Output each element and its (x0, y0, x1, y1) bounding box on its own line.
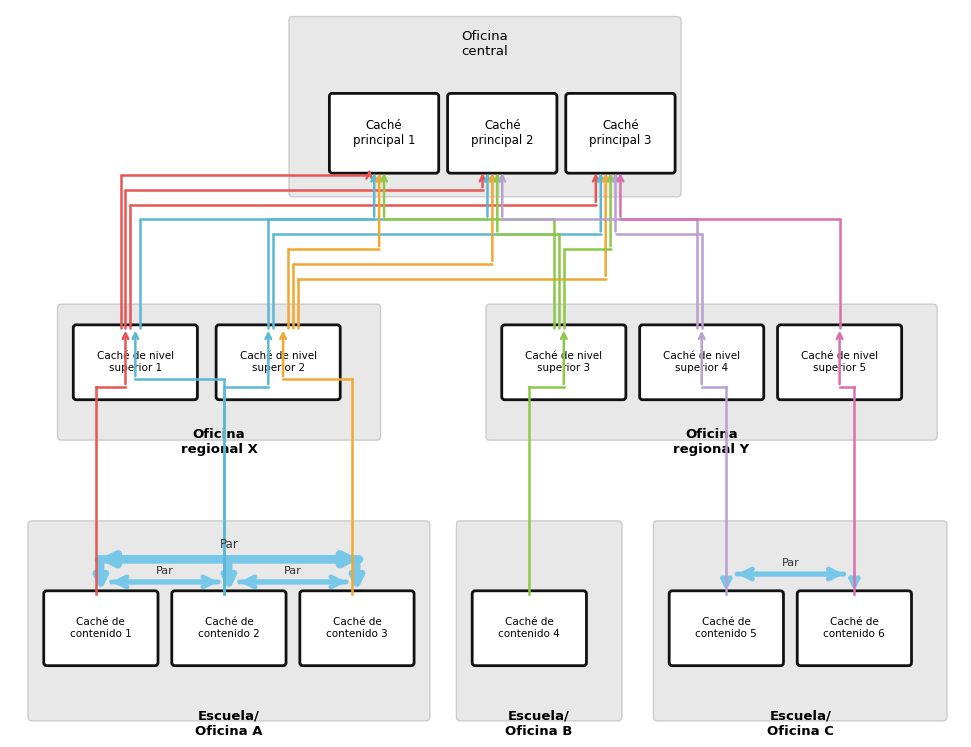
Text: Caché de nivel
superior 5: Caché de nivel superior 5 (801, 352, 878, 373)
FancyBboxPatch shape (456, 521, 621, 721)
FancyBboxPatch shape (669, 591, 784, 666)
Text: Caché
principal 2: Caché principal 2 (471, 120, 533, 147)
Text: Par: Par (285, 566, 302, 576)
Text: Caché de nivel
superior 3: Caché de nivel superior 3 (525, 352, 602, 373)
Text: Caché
principal 1: Caché principal 1 (352, 120, 416, 147)
Text: Caché de
contenido 2: Caché de contenido 2 (198, 618, 260, 639)
FancyBboxPatch shape (300, 591, 414, 666)
FancyBboxPatch shape (172, 591, 286, 666)
Text: Caché de nivel
superior 4: Caché de nivel superior 4 (663, 352, 740, 373)
FancyBboxPatch shape (653, 521, 947, 721)
Text: Oficina
regional X: Oficina regional X (181, 428, 257, 456)
Text: Caché de nivel
superior 1: Caché de nivel superior 1 (97, 352, 174, 373)
FancyBboxPatch shape (797, 591, 912, 666)
FancyBboxPatch shape (289, 16, 681, 196)
FancyBboxPatch shape (778, 325, 902, 400)
Text: Caché de
contenido 6: Caché de contenido 6 (823, 618, 886, 639)
Text: Oficina
central: Oficina central (461, 31, 509, 58)
FancyBboxPatch shape (486, 304, 937, 440)
FancyBboxPatch shape (28, 521, 430, 721)
Text: Caché de nivel
superior 2: Caché de nivel superior 2 (240, 352, 317, 373)
Text: Escuela/
Oficina B: Escuela/ Oficina B (506, 710, 573, 738)
FancyBboxPatch shape (73, 325, 197, 400)
Text: Caché
principal 3: Caché principal 3 (589, 120, 652, 147)
FancyBboxPatch shape (44, 591, 158, 666)
Text: Par: Par (156, 566, 174, 576)
Text: Par: Par (219, 539, 238, 551)
FancyBboxPatch shape (502, 325, 626, 400)
FancyBboxPatch shape (217, 325, 340, 400)
Text: Oficina
regional Y: Oficina regional Y (674, 428, 750, 456)
Text: Caché de
contenido 4: Caché de contenido 4 (498, 618, 560, 639)
Text: Par: Par (782, 558, 799, 568)
Text: Caché de
contenido 1: Caché de contenido 1 (70, 618, 132, 639)
Text: Escuela/
Oficina C: Escuela/ Oficina C (767, 710, 834, 738)
FancyBboxPatch shape (448, 93, 557, 173)
FancyBboxPatch shape (566, 93, 675, 173)
Text: Caché de
contenido 3: Caché de contenido 3 (326, 618, 387, 639)
FancyBboxPatch shape (329, 93, 439, 173)
Text: Caché de
contenido 5: Caché de contenido 5 (695, 618, 757, 639)
FancyBboxPatch shape (57, 304, 381, 440)
FancyBboxPatch shape (640, 325, 764, 400)
FancyBboxPatch shape (472, 591, 586, 666)
Text: Escuela/
Oficina A: Escuela/ Oficina A (195, 710, 263, 738)
